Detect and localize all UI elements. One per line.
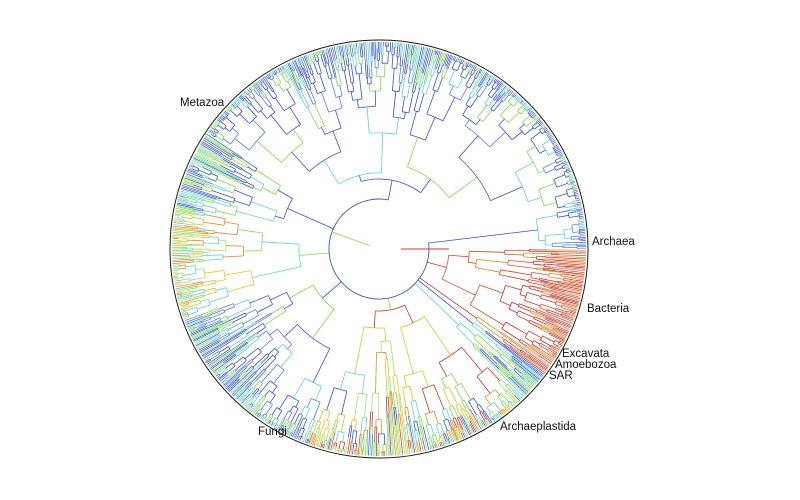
- label-archaea: Archaea: [592, 236, 635, 248]
- label-metazoa: Metazoa: [180, 97, 225, 109]
- label-archaeplastida: Archaeplastida: [500, 421, 577, 433]
- label-sar: SAR: [549, 370, 573, 382]
- label-amoebozoa: Amoebozoa: [555, 359, 617, 371]
- label-fungi: Fungi: [258, 426, 287, 438]
- outer-ring: [169, 39, 589, 459]
- label-excavata: Excavata: [562, 348, 610, 360]
- tree-branches: [171, 41, 587, 457]
- label-bacteria: Bacteria: [587, 303, 630, 315]
